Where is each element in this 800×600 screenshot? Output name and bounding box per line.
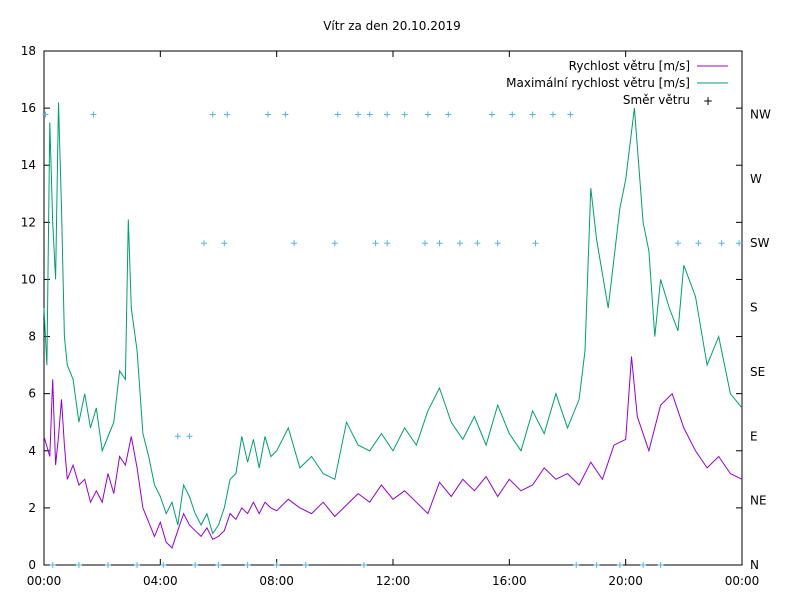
y2-tick-label: S — [750, 301, 758, 315]
legend-label-max-speed: Maximální rychlost větru [m/s] — [506, 76, 690, 90]
direction-point — [474, 240, 481, 247]
x-tick-label: 08:00 — [259, 574, 294, 588]
y2-tick-label: NE — [750, 494, 767, 508]
direction-point — [224, 111, 231, 118]
direction-point — [291, 240, 298, 247]
y2-tick-label: N — [750, 558, 759, 572]
direction-point — [186, 433, 193, 440]
series-group — [42, 102, 743, 568]
x-tick-label: 04:00 — [143, 574, 178, 588]
x-tick-label: 00:00 — [27, 574, 62, 588]
direction-point — [372, 240, 379, 247]
direction-point — [360, 562, 367, 568]
y-tick-label: 4 — [28, 444, 36, 458]
legend-marker-direction: + — [703, 94, 713, 108]
direction-point — [695, 240, 702, 247]
direction-point — [90, 111, 97, 118]
y-tick-label: 0 — [28, 558, 36, 572]
direction-point — [675, 240, 682, 247]
y2-tick-label: SE — [750, 365, 765, 379]
direction-point — [532, 240, 539, 247]
direction-point — [384, 111, 391, 118]
direction-point — [134, 562, 141, 568]
y2-tick-label: E — [750, 429, 758, 443]
x-tick-label: 20:00 — [608, 574, 643, 588]
direction-point — [42, 111, 49, 118]
direction-point — [282, 111, 289, 118]
direction-point — [334, 111, 341, 118]
direction-point — [573, 562, 580, 568]
direction-point — [355, 111, 362, 118]
y2-tick-label: SW — [750, 236, 770, 250]
legend-label-speed: Rychlost větru [m/s] — [569, 59, 690, 73]
direction-point — [384, 240, 391, 247]
direction-point — [104, 562, 111, 568]
direction-point — [436, 240, 443, 247]
y-tick-label: 10 — [21, 272, 36, 286]
direction-point — [174, 433, 181, 440]
direction-point — [445, 111, 452, 118]
plot-frame — [43, 50, 743, 566]
y-tick-label: 6 — [28, 387, 36, 401]
y-tick-label: 14 — [21, 158, 36, 172]
direction-point — [736, 240, 743, 247]
direction-point — [494, 240, 501, 247]
direction-point — [529, 111, 536, 118]
x-tick-label: 12:00 — [376, 574, 411, 588]
direction-point — [49, 562, 56, 568]
direction-point — [244, 562, 251, 568]
direction-point — [657, 562, 664, 568]
direction-point — [331, 240, 338, 247]
x-tick-label: 16:00 — [492, 574, 527, 588]
x-axis: 00:00 04:00 08:00 12:00 16:00 20:00 00:00 — [27, 51, 760, 588]
y-tick-label: 16 — [21, 101, 36, 115]
direction-point — [209, 111, 216, 118]
direction-point — [273, 562, 280, 568]
direction-point — [549, 111, 556, 118]
chart-title: Vítr za den 20.10.2019 — [323, 19, 461, 33]
direction-point — [640, 562, 647, 568]
direction-point — [424, 111, 431, 118]
direction-point — [192, 562, 199, 568]
direction-point — [593, 562, 600, 568]
y2-tick-label: W — [750, 172, 762, 186]
direction-point — [616, 562, 623, 568]
direction-point — [160, 562, 167, 568]
direction-point — [366, 111, 373, 118]
direction-point — [264, 111, 271, 118]
y-tick-label: 18 — [21, 44, 36, 58]
direction-point — [509, 111, 516, 118]
direction-point — [302, 562, 309, 568]
direction-point — [221, 240, 228, 247]
direction-point — [200, 240, 207, 247]
direction-point — [488, 111, 495, 118]
direction-point — [456, 240, 463, 247]
legend-label-direction: Směr větru — [623, 93, 690, 107]
series-line-speed — [43, 356, 743, 549]
legend: Rychlost větru [m/s] Maximální rychlost … — [506, 59, 728, 108]
y2-axis: N NE E SE S SW W NW — [750, 108, 771, 573]
direction-point — [215, 562, 222, 568]
y-tick-label: 2 — [28, 501, 36, 515]
direction-point — [567, 111, 574, 118]
x-tick-label: 00:00 — [725, 574, 760, 588]
y-tick-label: 8 — [28, 330, 36, 344]
y-axis: 0 2 4 6 8 10 12 14 16 18 — [21, 44, 742, 572]
direction-point — [401, 111, 408, 118]
series-line-max-speed — [43, 102, 743, 535]
direction-point — [75, 562, 82, 568]
y-tick-label: 12 — [21, 215, 36, 229]
direction-point — [718, 240, 725, 247]
direction-point — [421, 240, 428, 247]
y2-tick-label: NW — [750, 108, 771, 122]
